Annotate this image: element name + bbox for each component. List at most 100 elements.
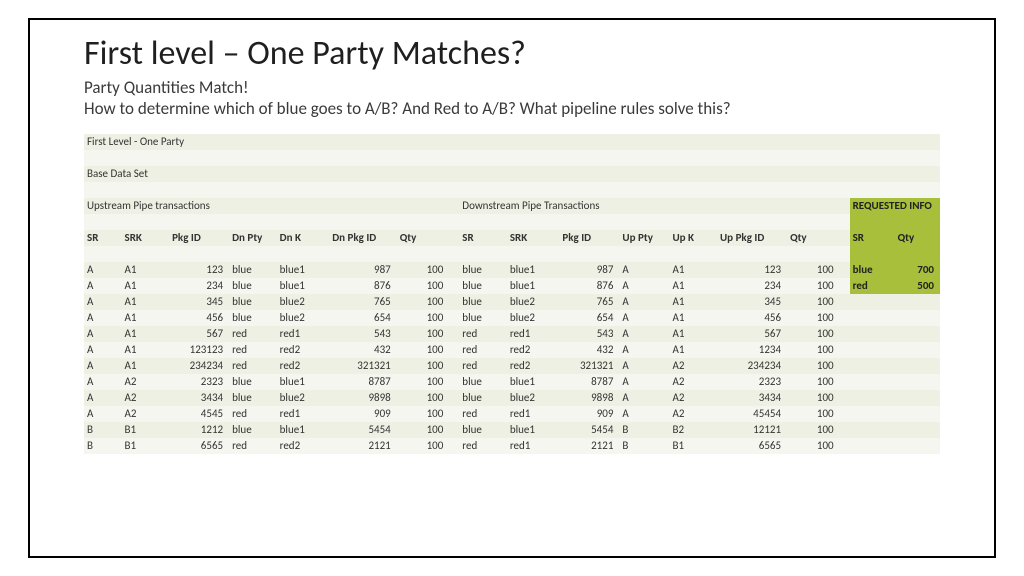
downstream-cell: blue [459, 422, 507, 438]
upstream-cell: 100 [397, 342, 450, 358]
upstream-cell: red2 [277, 342, 330, 358]
downstream-cell: blue [459, 374, 507, 390]
cell [850, 214, 895, 230]
upstream-cell: 123 [169, 262, 229, 278]
cell [559, 182, 619, 198]
upstream-cell: red [229, 406, 277, 422]
cell [229, 246, 277, 262]
requested-sr: blue [850, 262, 895, 278]
cell [122, 150, 170, 166]
col-header: SRK [507, 230, 560, 246]
cell [84, 214, 122, 230]
slide-subtitle: Party Quantities Match! How to determine… [84, 77, 940, 120]
table-row: AA22323blueblue18787100blueblue18787AA22… [84, 374, 940, 390]
downstream-cell: A [619, 310, 669, 326]
upstream-cell: A [84, 294, 122, 310]
col-header: Dn Pkg ID [329, 230, 397, 246]
cell [840, 390, 850, 406]
cell [122, 182, 170, 198]
cell [787, 182, 840, 198]
col-header: Pkg ID [169, 230, 229, 246]
downstream-cell: red2 [507, 342, 560, 358]
cell [277, 150, 330, 166]
upstream-cell: A [84, 390, 122, 406]
upstream-cell: 432 [329, 342, 397, 358]
upstream-cell: 567 [169, 326, 229, 342]
cell [277, 246, 330, 262]
downstream-cell: 100 [787, 326, 840, 342]
col-header: SR [84, 230, 122, 246]
upstream-cell: 100 [397, 374, 450, 390]
col-header: Qty [895, 230, 940, 246]
upstream-cell: A1 [122, 294, 170, 310]
downstream-cell: red [459, 326, 507, 342]
cell [559, 214, 619, 230]
slide-frame: First level – One Party Matches? Party Q… [28, 18, 996, 558]
table-row: AA24545redred1909100redred1909AA24545410… [84, 406, 940, 422]
upstream-cell: red1 [277, 406, 330, 422]
downstream-cell: blue1 [507, 262, 560, 278]
upstream-cell: red [229, 326, 277, 342]
upstream-cell: 2121 [329, 438, 397, 454]
table-row: AA1123blueblue1987100blueblue1987AA11231… [84, 262, 940, 278]
cell [229, 182, 277, 198]
col-header: Dn K [277, 230, 330, 246]
cell [449, 422, 459, 438]
cell [449, 342, 459, 358]
cell [850, 294, 895, 310]
downstream-cell: blue [459, 262, 507, 278]
upstream-cell: A [84, 262, 122, 278]
cell [840, 278, 850, 294]
cell [850, 246, 895, 262]
downstream-cell: 100 [787, 390, 840, 406]
upstream-cell: blue [229, 374, 277, 390]
cell [850, 150, 895, 166]
downstream-cell: 100 [787, 406, 840, 422]
upstream-cell: blue [229, 278, 277, 294]
downstream-cell: red [459, 342, 507, 358]
upstream-cell: A2 [122, 374, 170, 390]
upstream-cell: 909 [329, 406, 397, 422]
cell [619, 182, 669, 198]
downstream-cell: A [619, 390, 669, 406]
cell [619, 150, 669, 166]
downstream-cell: red1 [507, 438, 560, 454]
cell [122, 214, 170, 230]
upstream-cell: 543 [329, 326, 397, 342]
cell [840, 374, 850, 390]
downstream-cell: A [619, 342, 669, 358]
cell [449, 374, 459, 390]
upstream-cell: red2 [277, 438, 330, 454]
cell [449, 182, 459, 198]
cell [895, 294, 940, 310]
cell [840, 150, 850, 166]
upstream-cell: blue2 [277, 294, 330, 310]
cell [507, 214, 560, 230]
cell [169, 214, 229, 230]
downstream-cell: A [619, 262, 669, 278]
col-header: Pkg ID [559, 230, 619, 246]
downstream-cell: A [619, 358, 669, 374]
upstream-cell: 765 [329, 294, 397, 310]
downstream-cell: 234 [717, 278, 787, 294]
downstream-cell: 2121 [559, 438, 619, 454]
cell [449, 326, 459, 342]
downstream-cell: A2 [669, 374, 717, 390]
upstream-cell: red [229, 342, 277, 358]
downstream-cell: A [619, 406, 669, 422]
col-header: SR [459, 230, 507, 246]
upstream-cell: blue [229, 310, 277, 326]
upstream-cell: 456 [169, 310, 229, 326]
cell [850, 326, 895, 342]
downstream-cell: blue [459, 390, 507, 406]
cell [895, 406, 940, 422]
cell [84, 246, 122, 262]
table-row: AA1123123redred2432100redred2432AA112341… [84, 342, 940, 358]
upstream-cell: red2 [277, 358, 330, 374]
cell [459, 214, 507, 230]
cell [850, 310, 895, 326]
downstream-cell: 100 [787, 262, 840, 278]
cell [669, 214, 717, 230]
cell [850, 182, 895, 198]
upstream-cell: 100 [397, 294, 450, 310]
